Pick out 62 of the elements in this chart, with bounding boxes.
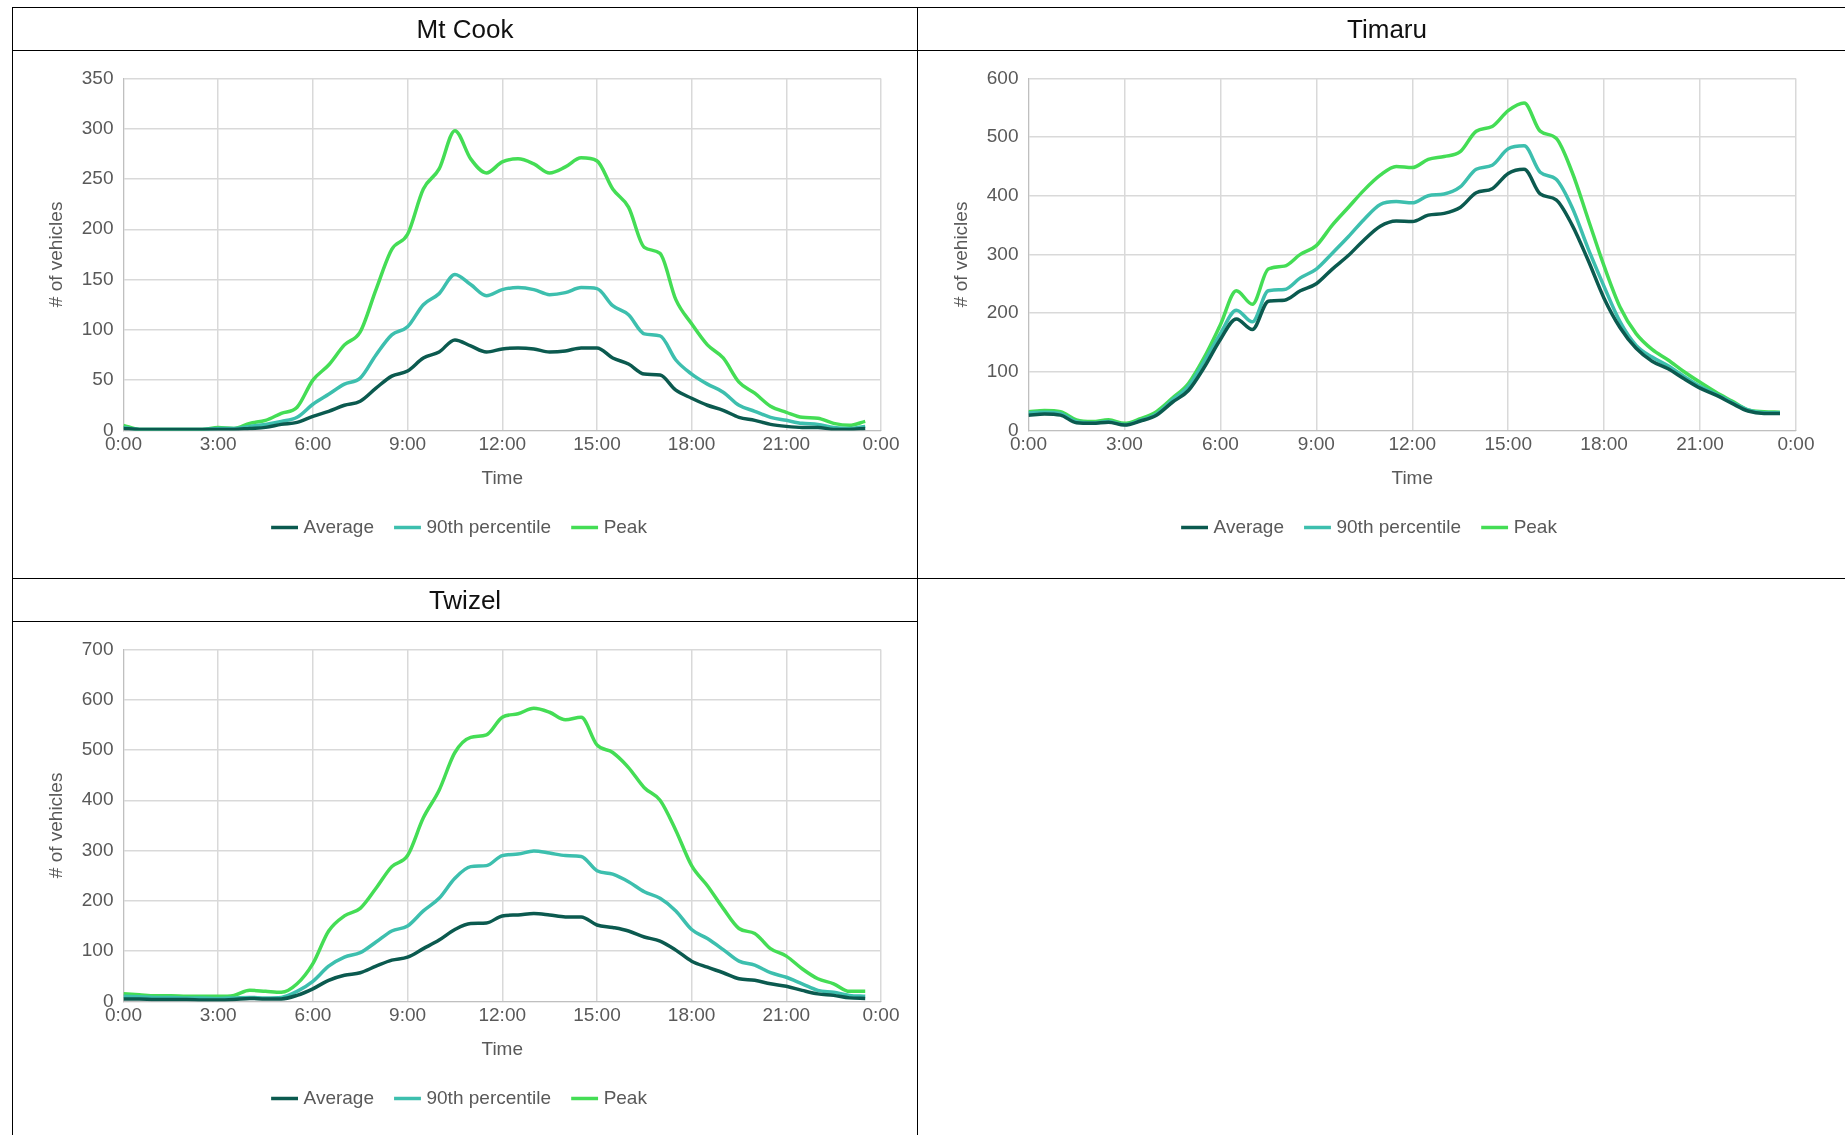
y-tick-label: 50 xyxy=(92,368,114,390)
y-tick-label: 400 xyxy=(81,788,114,810)
y-axis-title: # of vehicles xyxy=(44,201,66,308)
x-tick-label: 9:00 xyxy=(389,433,427,455)
y-tick-label: 300 xyxy=(986,242,1019,264)
legend-label: 90th percentile xyxy=(1336,515,1462,537)
chart-title: Mt Cook xyxy=(13,8,917,51)
y-tick-label: 250 xyxy=(81,167,114,189)
x-tick-label: 3:00 xyxy=(199,1004,237,1026)
legend-label: 90th percentile xyxy=(426,1086,552,1108)
x-tick-label: 15:00 xyxy=(1484,433,1532,455)
x-axis-title: Time xyxy=(481,1037,524,1059)
x-tick-label: 6:00 xyxy=(1201,433,1239,455)
y-axis-title: # of vehicles xyxy=(44,772,66,879)
x-tick-label: 9:00 xyxy=(389,1004,427,1026)
y-tick-label: 400 xyxy=(986,183,1019,205)
x-tick-label: 3:00 xyxy=(199,433,237,455)
x-tick-label: 9:00 xyxy=(1297,433,1335,455)
y-tick-label: 200 xyxy=(81,217,114,239)
x-tick-label: 21:00 xyxy=(762,433,811,455)
x-tick-label: 18:00 xyxy=(1580,433,1628,455)
x-tick-label: 21:00 xyxy=(762,1004,811,1026)
y-tick-label: 600 xyxy=(986,66,1019,88)
legend-label: Average xyxy=(303,515,374,537)
y-tick-label: 100 xyxy=(81,318,114,340)
y-tick-label: 300 xyxy=(81,116,114,138)
x-tick-label: 15:00 xyxy=(573,433,621,455)
chart-title: Timaru xyxy=(918,8,1845,51)
chart-title: Twizel xyxy=(13,579,917,622)
legend-label: Peak xyxy=(603,515,648,537)
x-tick-label: 6:00 xyxy=(294,433,332,455)
legend-label: Average xyxy=(1213,515,1284,537)
y-tick-label: 350 xyxy=(81,66,114,88)
x-tick-label: 0:00 xyxy=(862,433,900,455)
x-tick-label: 12:00 xyxy=(1388,433,1437,455)
x-tick-label: 18:00 xyxy=(667,433,716,455)
x-tick-label: 21:00 xyxy=(1676,433,1724,455)
legend-label: Average xyxy=(303,1086,374,1108)
y-tick-label: 500 xyxy=(81,738,114,760)
x-axis-title: Time xyxy=(481,466,524,488)
x-tick-label: 0:00 xyxy=(1777,433,1815,455)
y-tick-label: 700 xyxy=(81,637,114,659)
y-tick-label: 200 xyxy=(986,301,1019,323)
x-tick-label: 12:00 xyxy=(478,433,527,455)
x-tick-label: 3:00 xyxy=(1105,433,1143,455)
y-tick-label: 600 xyxy=(81,687,114,709)
x-axis-title: Time xyxy=(1391,466,1434,488)
legend-label: Peak xyxy=(1513,515,1558,537)
y-tick-label: 100 xyxy=(986,359,1019,381)
y-tick-label: 500 xyxy=(986,125,1019,147)
x-tick-label: 6:00 xyxy=(294,1004,332,1026)
y-tick-label: 300 xyxy=(81,838,114,860)
y-tick-label: 150 xyxy=(81,267,114,289)
x-tick-label: 18:00 xyxy=(667,1004,716,1026)
y-axis-title: # of vehicles xyxy=(949,201,971,308)
legend-label: 90th percentile xyxy=(426,515,552,537)
y-tick-label: 200 xyxy=(81,889,114,911)
y-tick-label: 100 xyxy=(81,939,114,961)
x-tick-label: 0:00 xyxy=(862,1004,900,1026)
x-tick-label: 12:00 xyxy=(478,1004,527,1026)
legend-label: Peak xyxy=(603,1086,648,1108)
x-tick-label: 15:00 xyxy=(573,1004,621,1026)
